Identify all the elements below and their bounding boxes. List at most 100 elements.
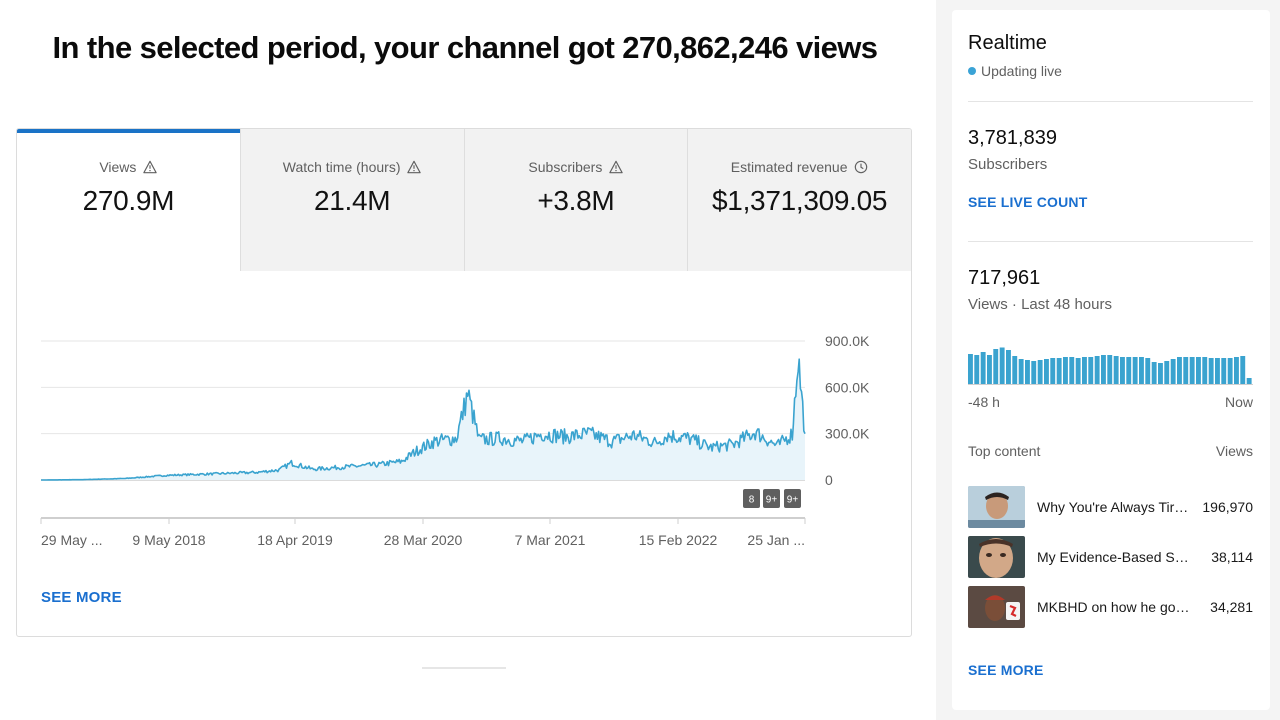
- video-views: 38,114: [1211, 549, 1253, 565]
- realtime-bar: [980, 352, 986, 385]
- realtime-bar: [1006, 350, 1011, 385]
- x-tick-label: 7 Mar 2021: [515, 532, 586, 548]
- tab-estimated-revenue[interactable]: Estimated revenue $1,371,309.05: [687, 129, 911, 271]
- realtime-bar: [1101, 355, 1106, 385]
- tab-label: Subscribers: [528, 159, 603, 175]
- divider: [968, 241, 1253, 242]
- video-thumbnail: [968, 536, 1025, 578]
- realtime-bar: [1189, 357, 1195, 385]
- realtime-bar: [1196, 357, 1201, 385]
- tab-watch-time[interactable]: Watch time (hours) 21.4M: [239, 129, 464, 271]
- x-tick-label: 9 May 2018: [132, 532, 205, 548]
- section-divider: [422, 667, 506, 669]
- warning-icon: [143, 160, 158, 174]
- live-status: Updating live: [968, 63, 1062, 79]
- tab-label: Views: [99, 159, 137, 175]
- realtime-bar: [1126, 357, 1132, 385]
- top-content-heading: Top content: [968, 443, 1041, 459]
- live-dot-icon: [968, 67, 976, 75]
- realtime-bar: [1221, 358, 1227, 385]
- realtime-bar: [1246, 378, 1252, 385]
- tab-views[interactable]: Views 270.9M: [17, 129, 240, 271]
- warning-icon: [407, 160, 422, 174]
- realtime-bar: [1234, 357, 1239, 385]
- x-tick-label: 25 Jan ...: [747, 532, 805, 548]
- views-chart-svg: 900.0K 600.0K 300.0K 0 8 9+ 9+ 29 May ... 9 May …: [40, 333, 870, 548]
- realtime-bar: [1164, 361, 1170, 385]
- series-line: [41, 358, 806, 481]
- realtime-bar: [1132, 357, 1138, 385]
- realtime-bar: [1177, 357, 1182, 385]
- realtime-bar: [1158, 363, 1163, 385]
- subscribers-count: 3,781,839: [968, 127, 1057, 149]
- clock-icon: [855, 160, 868, 174]
- video-thumbnail: [968, 486, 1025, 528]
- realtime-bar: [1139, 357, 1144, 385]
- realtime-bar: [1025, 360, 1030, 385]
- realtime-bar: [1075, 358, 1081, 385]
- realtime-bar: [993, 349, 999, 385]
- see-more-link[interactable]: SEE MORE: [41, 589, 122, 606]
- y-tick-label: 300.0K: [825, 426, 870, 442]
- live-status-text: Updating live: [981, 63, 1062, 79]
- video-views: 34,281: [1210, 599, 1253, 615]
- series-area: [41, 359, 805, 480]
- tab-value: +3.8M: [537, 185, 615, 216]
- realtime-bar: [1227, 358, 1233, 385]
- realtime-bar: [1056, 358, 1062, 385]
- realtime-bar: [1113, 356, 1119, 385]
- annotation-marker[interactable]: 9+: [784, 489, 801, 508]
- realtime-bar: [1170, 359, 1176, 385]
- realtime-bar: [1018, 359, 1024, 385]
- realtime-bar: [1094, 356, 1100, 385]
- realtime-bar: [1012, 356, 1018, 385]
- realtime-bar: [1183, 357, 1189, 385]
- realtime-card: Realtime Updating live 3,781,839 Subscri…: [952, 10, 1270, 710]
- video-title: MKBHD on how he got 1...: [1037, 599, 1192, 615]
- realtime-bar: [1120, 357, 1125, 385]
- video-title: Why You're Always Tire...: [1037, 499, 1192, 515]
- warning-icon: [609, 160, 624, 174]
- realtime-bar: [1037, 360, 1043, 385]
- views-48h-label: Views · Last 48 hours: [968, 296, 1112, 313]
- annotation-marker[interactable]: 8: [743, 489, 760, 508]
- top-content-item[interactable]: MKBHD on how he got 1... 34,281: [968, 586, 1253, 628]
- top-content-item[interactable]: My Evidence-Based Skin... 38,114: [968, 536, 1253, 578]
- see-live-count-link[interactable]: SEE LIVE COUNT: [968, 194, 1088, 210]
- realtime-bar: [1050, 358, 1056, 385]
- tab-subscribers[interactable]: Subscribers +3.8M: [463, 129, 688, 271]
- views-chart: 900.0K 600.0K 300.0K 0 8 9+ 9+ 29 May ... 9 May …: [17, 271, 911, 571]
- realtime-bar: [1208, 358, 1214, 385]
- realtime-title: Realtime: [968, 32, 1047, 54]
- video-title: My Evidence-Based Skin...: [1037, 549, 1192, 565]
- tab-value: 270.9M: [82, 185, 175, 216]
- video-thumbnail: [968, 586, 1025, 628]
- see-more-top-content-link[interactable]: SEE MORE: [968, 662, 1044, 678]
- realtime-bar: [1107, 355, 1113, 385]
- top-content-item[interactable]: Why You're Always Tire... 196,970: [968, 486, 1253, 528]
- page-headline: In the selected period, your channel got…: [52, 30, 879, 65]
- realtime-bar: [1044, 359, 1049, 385]
- svg-text:9+: 9+: [787, 495, 799, 506]
- realtime-bar: [999, 347, 1005, 385]
- realtime-bar: [987, 355, 992, 385]
- axis-end-label: Now: [1224, 394, 1253, 410]
- subscribers-label: Subscribers: [968, 156, 1048, 173]
- top-content-metric-heading: Views: [1215, 443, 1253, 459]
- y-tick-label: 900.0K: [825, 333, 870, 349]
- annotation-marker[interactable]: 9+: [763, 489, 780, 508]
- views-48h-count: 717,961: [968, 267, 1041, 289]
- x-tick-label: 15 Feb 2022: [639, 532, 718, 548]
- realtime-bar: [1088, 357, 1094, 385]
- video-views: 196,970: [1202, 499, 1253, 515]
- axis-start-label: -48 h: [968, 394, 1000, 410]
- realtime-bar: [1240, 356, 1246, 385]
- realtime-bar-chart: [968, 347, 1253, 385]
- x-tick-label: 28 Mar 2020: [384, 532, 463, 548]
- y-tick-label: 600.0K: [825, 379, 870, 395]
- metric-tabs: Views 270.9M Watch time (hours) 21.4M Su…: [17, 129, 911, 271]
- tab-label: Watch time (hours): [282, 159, 401, 175]
- realtime-bar: [1031, 361, 1037, 385]
- tab-value: 21.4M: [313, 185, 391, 216]
- tab-label: Estimated revenue: [730, 159, 848, 175]
